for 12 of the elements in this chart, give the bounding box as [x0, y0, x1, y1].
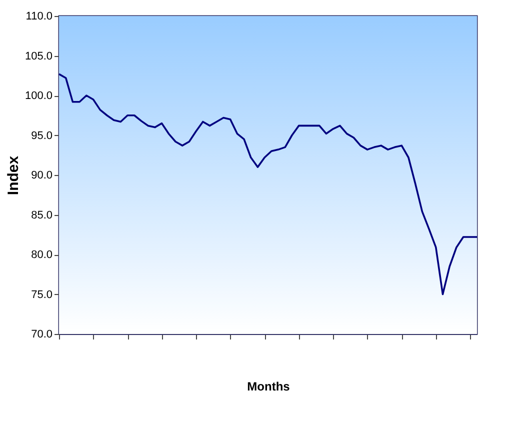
x-axis-title: Months [247, 380, 290, 394]
y-tick-label: 95.0 [31, 130, 52, 142]
y-tick-label: 85.0 [31, 209, 52, 222]
y-tick-label: 70.0 [31, 328, 52, 340]
y-tick-label: 75.0 [31, 288, 52, 301]
y-tick-label: 110.0 [26, 10, 52, 22]
y-tick-label: 90.0 [31, 170, 52, 182]
y-tick-label: 100.0 [24, 90, 52, 102]
y-tick-label: 105.0 [24, 50, 52, 62]
line-series [58, 73, 478, 296]
y-axis-title: Index [4, 155, 22, 196]
y-tick-label: 80.0 [31, 249, 52, 261]
